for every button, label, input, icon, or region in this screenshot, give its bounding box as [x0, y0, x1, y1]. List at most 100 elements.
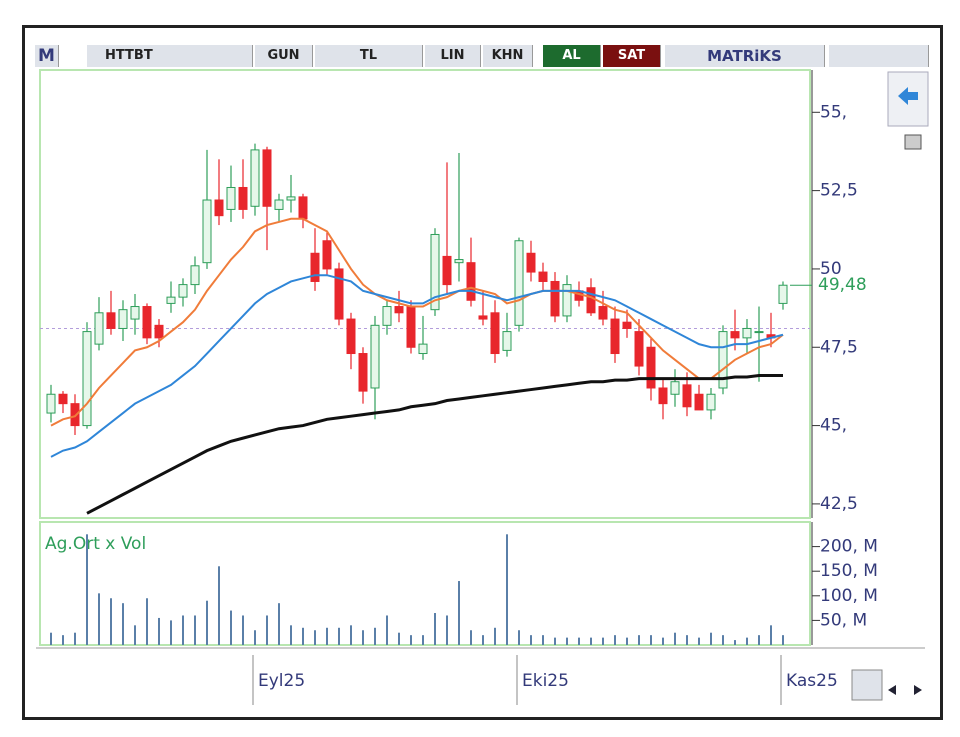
volume-bar — [182, 615, 184, 645]
candle-body — [58, 393, 68, 405]
candle-body — [166, 296, 176, 304]
candle-body — [238, 186, 248, 210]
candle-body — [142, 306, 152, 339]
currency-button[interactable]: TL — [315, 45, 423, 67]
volume-bar — [626, 637, 628, 645]
volume-bar — [290, 625, 292, 645]
volume-bar — [578, 637, 580, 645]
price-plot-frame — [39, 69, 811, 519]
candle-body — [214, 199, 224, 217]
type-button[interactable]: KHN — [483, 45, 533, 67]
volume-bar — [86, 534, 88, 645]
candle-body — [610, 318, 620, 355]
candle-body — [202, 199, 212, 264]
period-button[interactable]: GUN — [255, 45, 313, 67]
volume-bar — [446, 615, 448, 645]
candle-body — [682, 384, 692, 408]
candle-body — [46, 393, 56, 414]
candle-body — [478, 315, 488, 320]
candle-body — [502, 331, 512, 351]
volume-bar — [674, 632, 676, 645]
sell-button[interactable]: SAT — [603, 45, 661, 67]
volume-bar — [662, 637, 664, 645]
y-tick-label: 42,5 — [820, 494, 858, 514]
last-price-label: 49,48 — [818, 275, 867, 295]
logo: M — [35, 45, 59, 67]
candle-body — [118, 309, 128, 329]
candle-body — [70, 403, 80, 427]
candle-body — [190, 265, 200, 286]
candle-body — [358, 353, 368, 392]
volume-bar — [710, 632, 712, 645]
volume-bar — [410, 635, 412, 645]
candle-body — [82, 331, 92, 427]
candle-body — [706, 393, 716, 411]
y-tick-label: 150, M — [820, 561, 878, 581]
candle-body — [526, 252, 536, 273]
volume-bar — [146, 598, 148, 645]
candle-body — [262, 149, 272, 207]
candle-body — [454, 259, 464, 264]
small-button[interactable] — [904, 134, 922, 150]
volume-bar — [590, 637, 592, 645]
volume-bar — [110, 598, 112, 645]
volume-bar — [194, 615, 196, 645]
volume-bar — [458, 581, 460, 645]
volume-bar — [506, 534, 508, 645]
candle-body — [778, 284, 788, 304]
candle-body — [670, 381, 680, 395]
y-tick-label: 200, M — [820, 537, 878, 557]
candle-body — [286, 196, 296, 201]
volume-bar — [698, 637, 700, 645]
volume-bar — [134, 625, 136, 645]
volume-bar — [722, 635, 724, 645]
volume-bar — [770, 625, 772, 645]
candle-body — [346, 318, 356, 355]
y-tick-label: 45, — [820, 416, 847, 436]
volume-bar — [314, 630, 316, 645]
x-tick-label: Kas25 — [786, 671, 838, 691]
scale-button[interactable]: LIN — [425, 45, 481, 67]
volume-bar — [470, 630, 472, 645]
candle-body — [538, 271, 548, 282]
volume-bar — [266, 615, 268, 645]
volume-bar — [554, 637, 556, 645]
candle-body — [754, 331, 764, 334]
volume-bar — [362, 630, 364, 645]
window-buttons[interactable] — [829, 45, 929, 67]
candle-body — [334, 268, 344, 320]
candle-body — [106, 312, 116, 329]
symbol[interactable]: HTTBT — [87, 45, 253, 67]
volume-bar — [614, 635, 616, 645]
candle-body — [514, 240, 524, 326]
buy-button[interactable]: AL — [543, 45, 601, 67]
candle-body — [430, 233, 440, 311]
candle-body — [406, 306, 416, 348]
candle-body — [310, 252, 320, 282]
moving-average-line — [50, 217, 784, 427]
candle-body — [646, 346, 656, 389]
candle-body — [550, 280, 560, 317]
volume-bar — [602, 637, 604, 645]
candle-body — [718, 331, 728, 389]
candle-body — [742, 327, 752, 339]
scroll-buttons[interactable] — [888, 685, 922, 695]
volume-bar — [242, 615, 244, 645]
candle-body — [598, 306, 608, 320]
refresh-button[interactable] — [851, 669, 883, 701]
y-tick-label: 52,5 — [820, 181, 858, 201]
candle-body — [730, 331, 740, 339]
volume-bar — [434, 613, 436, 645]
candle-body — [658, 387, 668, 405]
volume-bar — [386, 615, 388, 645]
x-tick-label: Eyl25 — [258, 671, 305, 691]
volume-bar — [254, 630, 256, 645]
candle-body — [418, 343, 428, 355]
moving-average-line — [50, 274, 784, 458]
y-tick-label: 50 — [820, 259, 842, 279]
candle-body — [178, 284, 188, 298]
y-tick-label: 100, M — [820, 586, 878, 606]
panel-title: Ag.Ort x Vol — [45, 534, 146, 554]
x-tick-label: Eki25 — [522, 671, 569, 691]
